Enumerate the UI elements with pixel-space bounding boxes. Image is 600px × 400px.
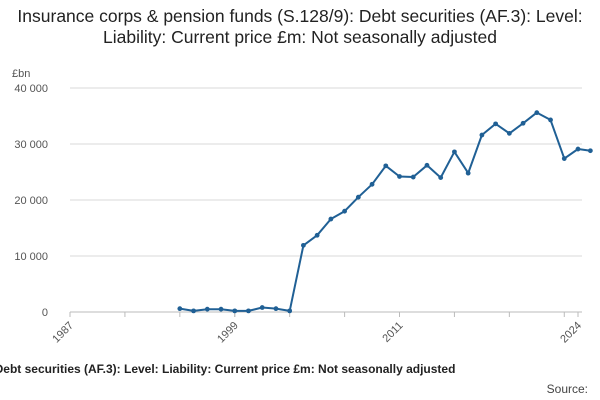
data-point[interactable] <box>465 170 471 176</box>
series-points-layer <box>177 110 593 314</box>
series-line <box>179 111 591 312</box>
data-point[interactable] <box>587 148 593 154</box>
x-tick-label: 2024 <box>558 320 584 346</box>
chart-title: Insurance corps & pension funds (S.128/9… <box>17 6 583 47</box>
data-point[interactable] <box>342 208 347 214</box>
data-point[interactable] <box>452 149 457 155</box>
data-point[interactable] <box>438 175 444 181</box>
data-point[interactable] <box>369 181 375 187</box>
data-point[interactable] <box>301 242 306 248</box>
data-point[interactable] <box>561 156 567 161</box>
data-point[interactable] <box>246 308 251 314</box>
x-tick-label: 1987 <box>50 320 76 346</box>
x-tick-label: 2011 <box>380 320 405 345</box>
y-axis-unit-label: £bn <box>12 68 31 80</box>
data-point[interactable] <box>575 146 581 152</box>
gridlines <box>70 87 582 313</box>
legend: Insurance corps & pension funds (S.128/9… <box>0 362 600 382</box>
data-point[interactable] <box>355 194 361 200</box>
data-point[interactable] <box>287 308 293 314</box>
data-point[interactable] <box>534 110 540 116</box>
data-point[interactable] <box>493 121 499 127</box>
axes: 0 10 000 20 000 30 000 40 000 1987 1999 2011 202… <box>14 83 584 345</box>
data-point[interactable] <box>204 306 210 312</box>
data-point[interactable] <box>548 117 553 123</box>
data-point[interactable] <box>479 132 485 138</box>
data-point[interactable] <box>424 162 430 168</box>
data-point[interactable] <box>273 306 279 312</box>
data-point[interactable] <box>410 174 416 180</box>
series-line-layer <box>179 111 591 312</box>
data-point[interactable] <box>328 216 334 222</box>
data-point[interactable] <box>506 130 512 136</box>
y-tick-label: 0 <box>42 307 48 319</box>
data-point[interactable] <box>218 306 224 312</box>
legend-label: Insurance corps & pension funds (S.128/9… <box>0 362 456 376</box>
data-point[interactable] <box>520 120 526 126</box>
data-point[interactable] <box>383 163 389 169</box>
y-tick-label: 30 000 <box>14 139 48 151</box>
data-point[interactable] <box>191 308 196 314</box>
data-point[interactable] <box>177 306 183 312</box>
data-point[interactable] <box>314 232 320 238</box>
data-point[interactable] <box>232 308 238 314</box>
data-point[interactable] <box>259 305 265 310</box>
y-tick-label: 10 000 <box>14 251 48 263</box>
data-point[interactable] <box>397 174 402 179</box>
source-label: Source: <box>546 382 588 396</box>
x-tick-label: 1999 <box>215 320 241 346</box>
y-tick-label: 20 000 <box>14 195 48 207</box>
y-tick-label: 40 000 <box>14 83 48 95</box>
